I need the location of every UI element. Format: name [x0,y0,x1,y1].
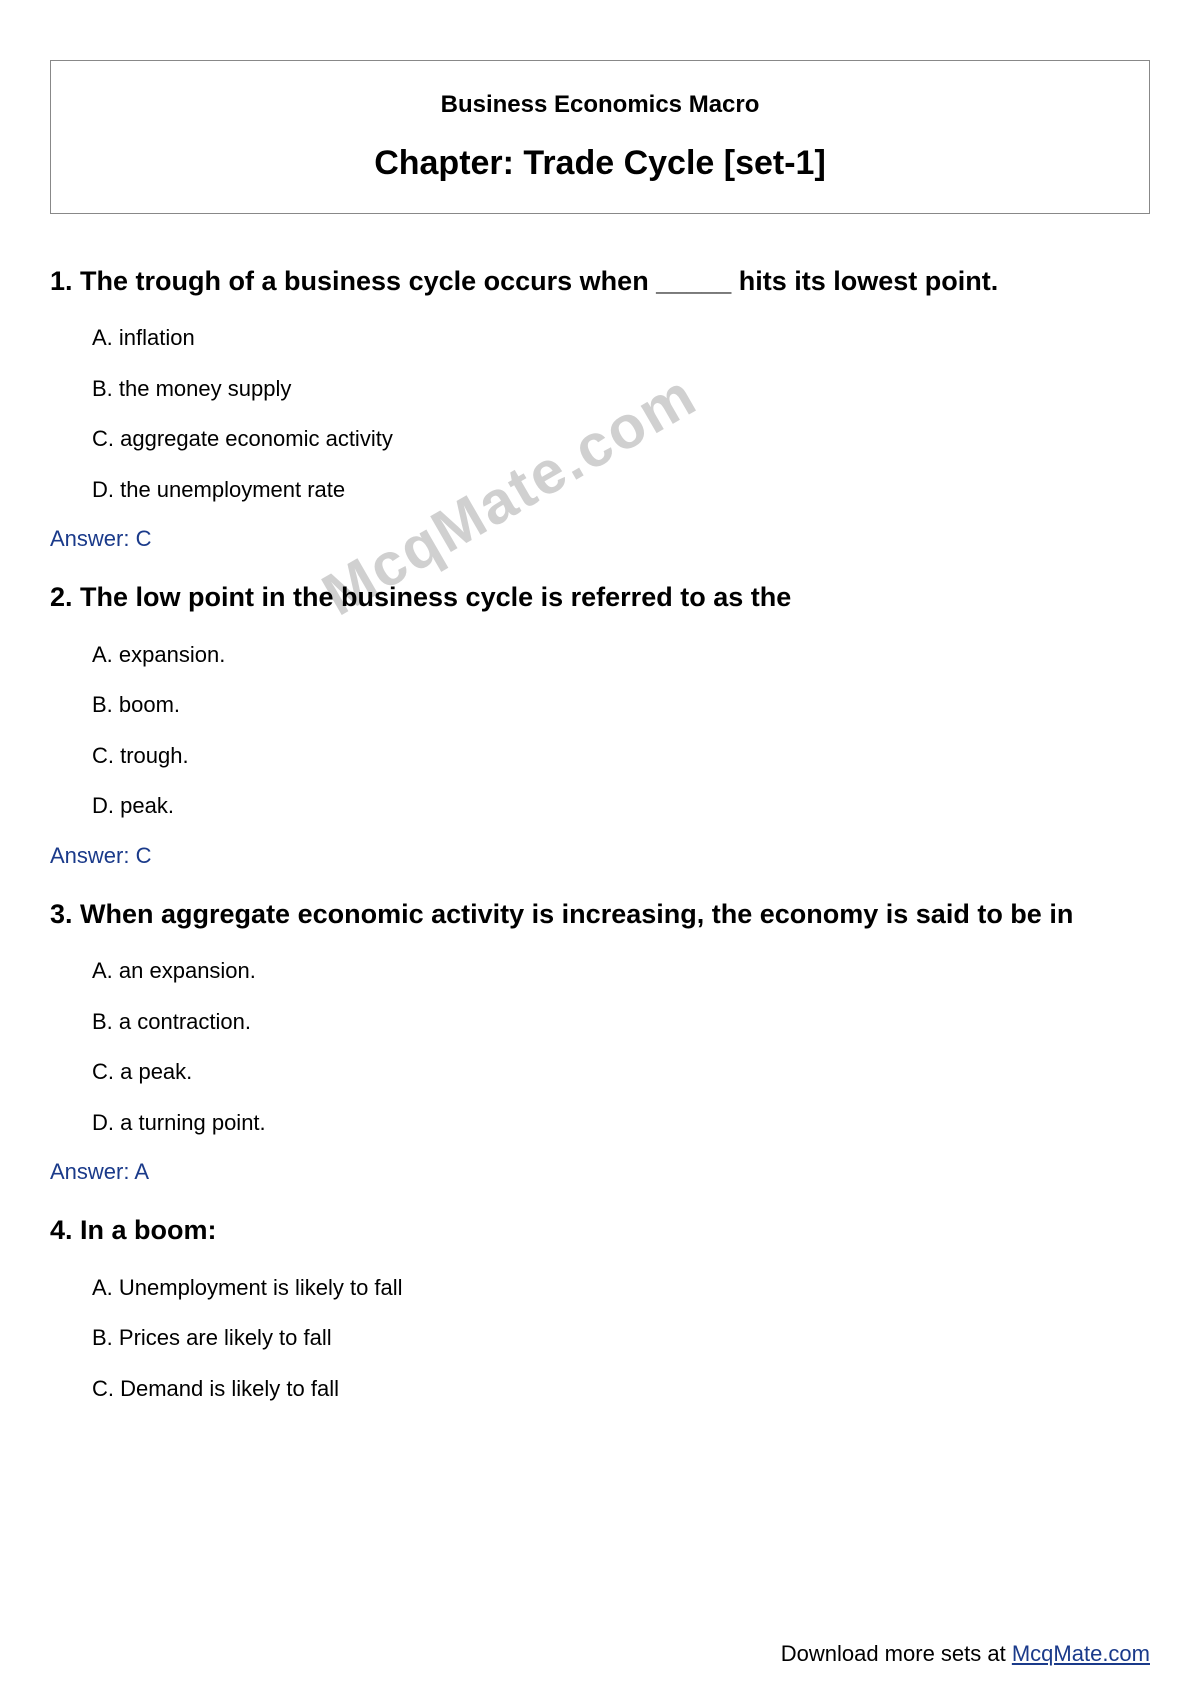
answer-text: Answer: C [50,843,1150,869]
options-list: A. inflation B. the money supply C. aggr… [50,324,1150,504]
answer-text: Answer: A [50,1159,1150,1185]
option-b: B. boom. [92,691,1150,720]
option-b: B. Prices are likely to fall [92,1324,1150,1353]
answer-text: Answer: C [50,526,1150,552]
options-list: A. Unemployment is likely to fall B. Pri… [50,1274,1150,1404]
option-c: C. trough. [92,742,1150,771]
question-text: 3. When aggregate economic activity is i… [50,897,1150,932]
question-text: 4. In a boom: [50,1213,1150,1248]
subject-title: Business Economics Macro [71,91,1129,119]
footer-link[interactable]: McqMate.com [1012,1641,1150,1666]
option-a: A. Unemployment is likely to fall [92,1274,1150,1303]
option-a: A. an expansion. [92,957,1150,986]
question-block-4: 4. In a boom: A. Unemployment is likely … [50,1213,1150,1403]
option-a: A. expansion. [92,641,1150,670]
footer-text: Download more sets at [781,1641,1012,1666]
question-text: 2. The low point in the business cycle i… [50,580,1150,615]
option-c: C. Demand is likely to fall [92,1375,1150,1404]
chapter-title: Chapter: Trade Cycle [set-1] [71,144,1129,183]
option-a: A. inflation [92,324,1150,353]
option-b: B. the money supply [92,375,1150,404]
question-text: 1. The trough of a business cycle occurs… [50,264,1150,299]
question-block-1: 1. The trough of a business cycle occurs… [50,264,1150,552]
option-b: B. a contraction. [92,1008,1150,1037]
footer: Download more sets at McqMate.com [781,1641,1150,1667]
option-d: D. peak. [92,792,1150,821]
options-list: A. expansion. B. boom. C. trough. D. pea… [50,641,1150,821]
option-d: D. a turning point. [92,1109,1150,1138]
page-content: Business Economics Macro Chapter: Trade … [50,60,1150,1403]
options-list: A. an expansion. B. a contraction. C. a … [50,957,1150,1137]
header-box: Business Economics Macro Chapter: Trade … [50,60,1150,214]
question-block-3: 3. When aggregate economic activity is i… [50,897,1150,1185]
option-c: C. aggregate economic activity [92,425,1150,454]
question-block-2: 2. The low point in the business cycle i… [50,580,1150,868]
option-d: D. the unemployment rate [92,476,1150,505]
option-c: C. a peak. [92,1058,1150,1087]
